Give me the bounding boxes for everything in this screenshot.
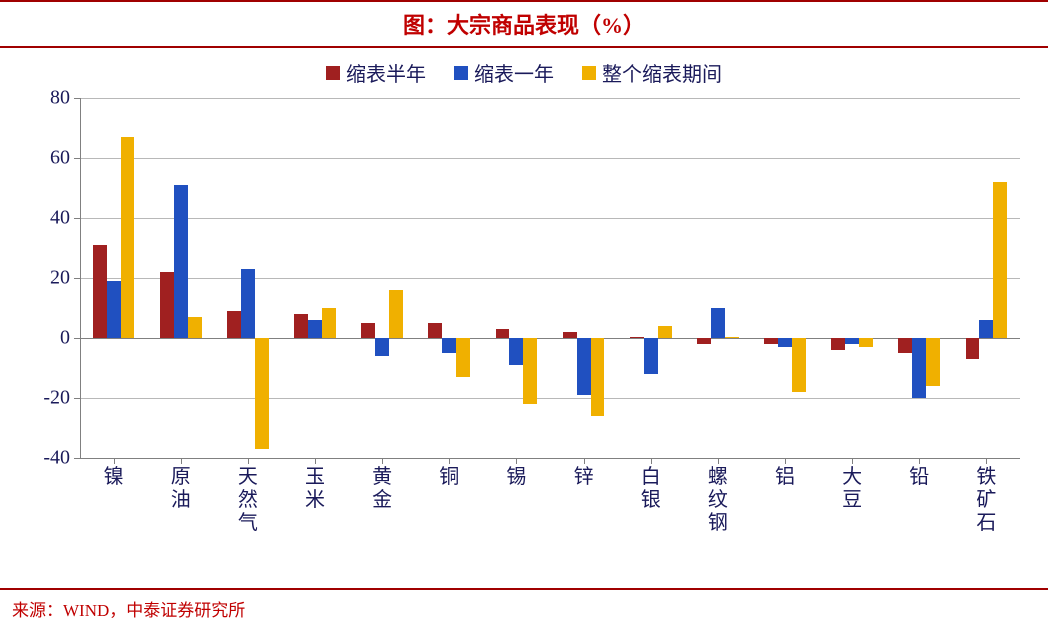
x-axis-label: 锡 [504, 466, 528, 489]
bar [859, 338, 873, 347]
plot-area: -40-20020406080 [80, 98, 1020, 458]
bar [711, 308, 725, 338]
legend-swatch [326, 66, 340, 80]
bar [898, 338, 912, 353]
x-axis-label: 铅 [907, 466, 931, 489]
legend-label: 缩表一年 [474, 58, 554, 87]
title-bar: 图：大宗商品表现（%） [0, 0, 1048, 48]
chart-title: 图：大宗商品表现（%） [403, 13, 645, 38]
source-text: 来源：WIND，中泰证券研究所 [12, 601, 245, 620]
bar [764, 338, 778, 344]
legend-item: 整个缩表期间 [582, 58, 722, 87]
x-axis-label: 白银 [639, 466, 663, 512]
y-tick-label: 60 [20, 147, 80, 170]
bar [361, 323, 375, 338]
y-tick-label: 80 [20, 87, 80, 110]
legend: 缩表半年 缩表一年 整个缩表期间 [0, 58, 1048, 87]
bar [174, 185, 188, 338]
x-axis-label: 铜 [437, 466, 461, 489]
bar [563, 332, 577, 338]
bar [831, 338, 845, 350]
bar [845, 338, 859, 344]
bar [509, 338, 523, 365]
bar [322, 308, 336, 338]
x-axis-label: 天然气 [236, 466, 260, 535]
x-axis-label: 原油 [169, 466, 193, 512]
grid-line [80, 218, 1020, 219]
y-tick-label: -20 [20, 387, 80, 410]
y-tick-label: 20 [20, 267, 80, 290]
x-axis-line [80, 338, 1020, 339]
bar [644, 338, 658, 374]
bar [993, 182, 1007, 338]
x-axis-labels: 镍 原油 天然气 玉米黄金 铜 锡 锌 白银 螺纹钢 铝 大豆 铅 铁矿石 [80, 466, 1020, 586]
y-tick-label: -40 [20, 447, 80, 470]
bar [630, 337, 644, 339]
x-axis-label: 螺纹钢 [706, 466, 730, 535]
figure-container: 图：大宗商品表现（%） 缩表半年缩表一年整个缩表期间 -40-200204060… [0, 0, 1048, 625]
legend-item: 缩表一年 [454, 58, 554, 87]
y-tick-label: 0 [20, 327, 80, 350]
bar [227, 311, 241, 338]
legend-swatch [454, 66, 468, 80]
x-axis-label: 镍 [102, 466, 126, 489]
x-axis-label: 铁矿石 [974, 466, 998, 535]
x-axis-label: 玉米 [303, 466, 327, 512]
bar [912, 338, 926, 398]
source-bar: 来源：WIND，中泰证券研究所 [0, 588, 1048, 627]
bar [188, 317, 202, 338]
grid-line [80, 398, 1020, 399]
bar [926, 338, 940, 386]
bar [792, 338, 806, 392]
x-axis-label: 锌 [572, 466, 596, 489]
bar [456, 338, 470, 377]
x-axis-label: 大豆 [840, 466, 864, 512]
bar [523, 338, 537, 404]
bar [294, 314, 308, 338]
bar [577, 338, 591, 395]
chart-area: 缩表半年缩表一年整个缩表期间 -40-20020406080 镍原油天然气玉米黄… [0, 48, 1048, 588]
bar [121, 137, 135, 338]
x-axis-label: 铝 [773, 466, 797, 489]
x-axis-label: 黄金 [370, 466, 394, 512]
bar [697, 338, 711, 344]
bar [241, 269, 255, 338]
bar [496, 329, 510, 338]
legend-item: 缩表半年 [326, 58, 426, 87]
bar [591, 338, 605, 416]
legend-label: 整个缩表期间 [602, 58, 722, 87]
bar [308, 320, 322, 338]
grid-line [80, 158, 1020, 159]
bar [778, 338, 792, 347]
bar [428, 323, 442, 338]
legend-label: 缩表半年 [346, 58, 426, 87]
bar [979, 320, 993, 338]
bar [966, 338, 980, 359]
y-tick-label: 40 [20, 207, 80, 230]
y-axis-line [80, 98, 81, 458]
bar [107, 281, 121, 338]
plot-bottom-line [80, 458, 1020, 459]
bar [160, 272, 174, 338]
bar [255, 338, 269, 449]
bar [658, 326, 672, 338]
bar [93, 245, 107, 338]
bar [725, 337, 739, 339]
grid-line [80, 98, 1020, 99]
legend-swatch [582, 66, 596, 80]
grid-line [80, 278, 1020, 279]
bar [375, 338, 389, 356]
bar [442, 338, 456, 353]
bar [389, 290, 403, 338]
